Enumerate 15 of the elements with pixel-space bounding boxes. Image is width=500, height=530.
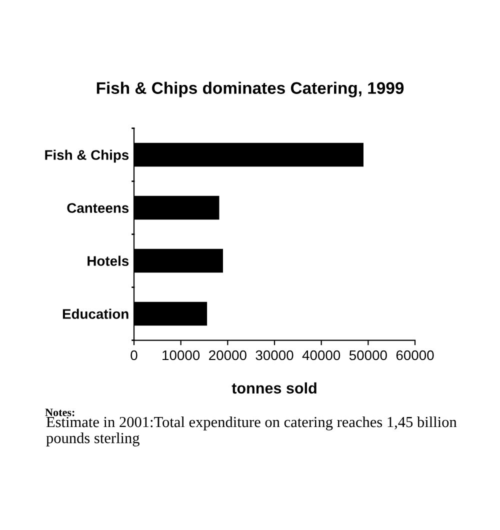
text: Notes: xyxy=(45,408,74,416)
x-tick-label: 30000 xyxy=(256,350,294,360)
x-axis-title: tonnes sold xyxy=(232,382,316,394)
x-tick-label: 10000 xyxy=(162,350,200,360)
y-tick-label: Fish & Chips xyxy=(45,150,129,163)
y-tick-label: Canteens xyxy=(67,203,129,213)
x-tick-label: 50000 xyxy=(349,350,387,360)
x-tick-label: 40000 xyxy=(302,350,340,360)
x-tick-label: 20000 xyxy=(209,350,246,360)
y-tick-label: Education xyxy=(62,308,128,319)
y-tick-label: Hotels xyxy=(88,256,129,266)
chart-title: Fish & Chips dominates Catering, 1999 xyxy=(96,82,404,98)
x-tick-label: 0 xyxy=(130,350,138,360)
text: Estimate in 2001:Total expenditure on catering reaches 1,45 billion pounds sterling xyxy=(46,416,457,446)
x-tick-label: 60000 xyxy=(396,350,434,360)
